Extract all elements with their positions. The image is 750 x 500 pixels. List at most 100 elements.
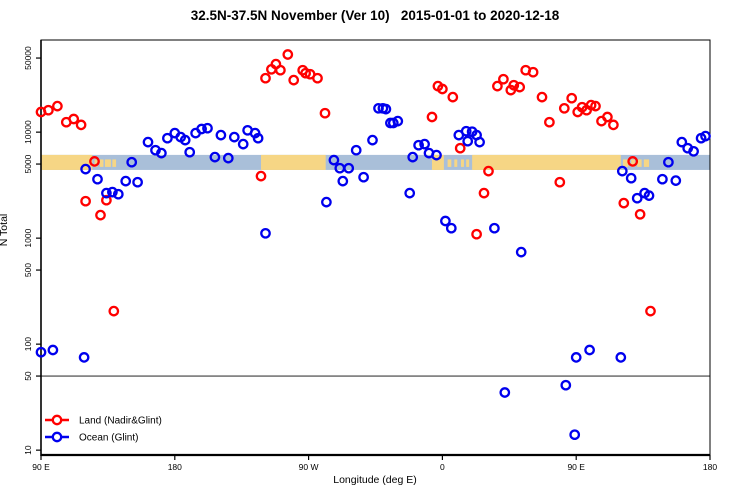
data-point xyxy=(95,209,106,221)
data-point xyxy=(255,170,267,182)
y-tick-label: 500 xyxy=(23,263,33,277)
data-point xyxy=(499,387,511,398)
data-point xyxy=(615,352,627,363)
x-tick-label: 90 W xyxy=(299,462,319,472)
data-point xyxy=(120,175,132,187)
data-point xyxy=(569,429,581,441)
x-tick-label: 180 xyxy=(703,462,717,472)
data-point xyxy=(462,135,474,147)
data-point xyxy=(590,100,601,112)
data-point xyxy=(602,111,613,123)
strip-island-segment xyxy=(99,159,104,167)
strip-island-segment xyxy=(643,159,650,167)
data-point xyxy=(514,81,526,93)
data-point xyxy=(350,144,362,156)
strip-land-segment xyxy=(261,154,326,170)
series-ocean xyxy=(35,102,711,441)
data-point xyxy=(380,103,392,115)
data-point xyxy=(47,344,59,356)
data-point xyxy=(108,305,120,317)
data-point xyxy=(404,187,416,199)
strip-island-segment xyxy=(94,159,98,167)
data-point xyxy=(431,149,442,161)
data-point xyxy=(688,145,699,157)
data-point xyxy=(126,156,138,168)
data-point xyxy=(35,346,47,358)
x-axis-label: Longitude (deg E) xyxy=(333,474,417,486)
data-point xyxy=(260,227,271,239)
data-point xyxy=(515,246,527,258)
data-point xyxy=(437,83,448,95)
strip-island-segment xyxy=(637,159,642,167)
data-point xyxy=(337,175,349,187)
data-point xyxy=(554,176,566,188)
strip-island-segment xyxy=(454,159,458,167)
strip-island-segment xyxy=(460,159,464,167)
data-point xyxy=(676,136,688,148)
data-point xyxy=(321,196,332,208)
data-point xyxy=(616,165,628,177)
data-point xyxy=(483,165,494,177)
data-point xyxy=(584,344,595,356)
strip-land-segment xyxy=(41,154,93,170)
data-point xyxy=(367,134,378,146)
series-land xyxy=(35,49,656,317)
data-point xyxy=(498,73,509,85)
data-point xyxy=(560,379,572,391)
data-point xyxy=(215,129,227,141)
strip-island-segment xyxy=(466,159,470,167)
data-point xyxy=(645,305,656,317)
data-point xyxy=(544,116,555,128)
data-point xyxy=(471,228,482,240)
data-point xyxy=(440,215,451,227)
data-point xyxy=(447,91,459,103)
data-point xyxy=(209,151,221,163)
data-point xyxy=(489,222,500,234)
y-tick-label: 10 xyxy=(23,445,33,455)
data-point xyxy=(492,80,503,92)
data-point xyxy=(454,142,466,154)
data-point xyxy=(228,131,240,143)
x-tick-label: 90 E xyxy=(567,462,585,472)
data-point xyxy=(78,352,90,363)
data-point xyxy=(92,173,103,185)
y-tick-label: 5000 xyxy=(23,154,33,173)
data-point xyxy=(312,72,323,84)
data-point xyxy=(43,104,54,116)
data-point xyxy=(634,208,646,220)
data-point xyxy=(107,186,118,198)
legend-key-marker xyxy=(51,431,63,443)
data-point xyxy=(527,66,539,78)
data-point xyxy=(52,100,63,112)
y-tick-label: 1000 xyxy=(23,228,33,247)
data-point xyxy=(179,134,191,146)
data-point xyxy=(663,156,674,168)
data-point xyxy=(700,130,711,142)
strip-island-segment xyxy=(447,159,452,167)
plot-box xyxy=(40,39,711,456)
data-point xyxy=(101,194,112,206)
data-point xyxy=(631,192,643,204)
strip-land-segment xyxy=(431,154,444,170)
data-point xyxy=(132,176,143,188)
data-point xyxy=(508,79,520,91)
y-tick-label: 10000 xyxy=(23,120,33,144)
data-point xyxy=(460,125,472,137)
y-tick-label: 50 xyxy=(23,371,33,381)
data-point xyxy=(566,92,578,104)
x-tick-label: 180 xyxy=(168,462,182,472)
data-point xyxy=(222,152,234,164)
data-point xyxy=(343,162,355,174)
y-tick-label: 100 xyxy=(23,337,33,351)
data-point xyxy=(300,67,311,79)
data-point xyxy=(643,190,655,201)
data-point xyxy=(570,352,582,363)
data-point xyxy=(618,197,630,209)
strip-island-segment xyxy=(104,159,111,167)
data-point xyxy=(585,99,597,111)
data-point xyxy=(657,173,668,185)
data-point xyxy=(101,187,112,199)
strip-island-segment xyxy=(631,159,635,167)
